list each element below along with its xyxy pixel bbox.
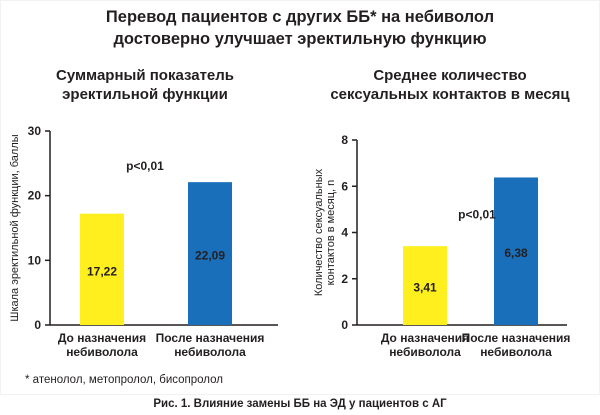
chart-left-bar-2-value-label: 22,09 <box>195 249 225 263</box>
chart-right-y-tick-label: 8 <box>341 133 348 147</box>
chart-right-category-label-1-line1: До назначения <box>381 331 469 345</box>
chart-right-bar-2 <box>494 177 538 325</box>
chart-right-title: Среднее количество сексуальных контактов… <box>320 66 580 104</box>
chart-right-bar-2-value-label: 6,38 <box>504 246 528 260</box>
chart-right-y-tick-label: 2 <box>341 272 348 286</box>
chart-left-y-tick-label: 0 <box>34 318 41 332</box>
chart-left-category-label-1-line1: До назначения <box>58 331 146 345</box>
chart-left-title-line1: Суммарный показатель <box>55 67 235 84</box>
chart-right-y-label: Количество сексуальных <box>313 168 325 296</box>
chart-right-bar-1-value-label: 3,41 <box>413 281 437 295</box>
chart-right-p-value: p<0,01 <box>458 208 496 222</box>
chart-right-title-line2: сексуальных контактов в месяц <box>330 86 570 103</box>
chart-right-y-label: контактов в месяц, n <box>325 180 337 286</box>
chart-right-category-label-2-line2: небиволола <box>480 345 552 359</box>
chart-right-category-label-1-line2: небиволола <box>389 345 461 359</box>
chart-right-y-tick-label: 0 <box>341 318 348 332</box>
chart-left-bar-1-value-label: 17,22 <box>87 264 117 278</box>
chart-left-bar-1 <box>80 213 124 325</box>
chart-left-category-label-1-line2: небиволола <box>66 345 138 359</box>
chart-right-y-tick-label: 4 <box>341 226 348 240</box>
chart-left-category-label-2-line1: После назначения <box>156 331 265 345</box>
chart-left-category-label-2-line2: небиволола <box>174 345 246 359</box>
chart-right-bar-1 <box>403 246 447 325</box>
chart-left-y-tick-label: 30 <box>28 124 42 138</box>
chart-right-y-tick-label: 6 <box>341 179 348 193</box>
chart-left-y-label: Шкала эректильной функции, баллы <box>9 134 21 321</box>
footnote: * атенолол, метопролол, бисопролол <box>25 374 223 386</box>
figure-caption: Рис. 1. Влияние замены ББ на ЭД у пациен… <box>153 398 447 410</box>
chart-left-title: Суммарный показатель эректильной функции <box>20 66 270 104</box>
figure-title-line2: достоверно улучшает эректильную функцию <box>113 30 487 48</box>
figure-title: Перевод пациентов с других ББ* на небиво… <box>0 6 600 50</box>
figure-title-line1: Перевод пациентов с других ББ* на небиво… <box>105 8 495 26</box>
chart-left-y-tick-label: 20 <box>28 189 42 203</box>
chart-right-title-line1: Среднее количество <box>373 67 527 84</box>
chart-left-bar-2 <box>188 182 232 325</box>
chart-left-p-value: p<0,01 <box>126 159 164 173</box>
chart-left-y-tick-label: 10 <box>28 253 42 267</box>
chart-right-category-label-2-line1: После назначения <box>462 331 571 345</box>
chart-left-title-line2: эректильной функции <box>62 86 228 103</box>
